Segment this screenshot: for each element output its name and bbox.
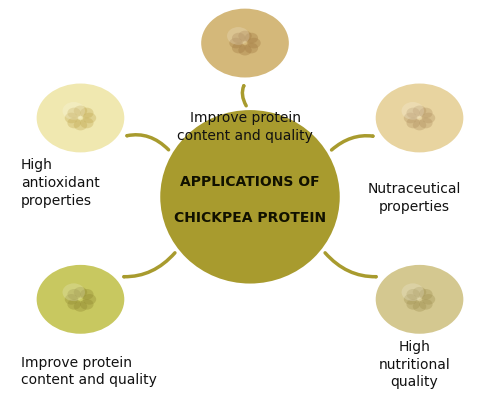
Circle shape bbox=[419, 108, 432, 119]
Circle shape bbox=[200, 8, 290, 79]
Circle shape bbox=[406, 118, 420, 129]
Circle shape bbox=[422, 113, 435, 124]
Circle shape bbox=[80, 108, 94, 119]
Circle shape bbox=[82, 294, 96, 305]
Circle shape bbox=[248, 38, 260, 49]
Text: Nutraceutical
properties: Nutraceutical properties bbox=[368, 182, 461, 213]
Text: High
antioxidant
properties: High antioxidant properties bbox=[20, 158, 100, 208]
Circle shape bbox=[65, 113, 78, 124]
Circle shape bbox=[80, 289, 94, 300]
Circle shape bbox=[68, 299, 81, 310]
Circle shape bbox=[80, 299, 94, 310]
Circle shape bbox=[80, 118, 94, 129]
FancyArrowPatch shape bbox=[124, 253, 175, 277]
Circle shape bbox=[68, 118, 81, 129]
Text: CHICKPEA PROTEIN: CHICKPEA PROTEIN bbox=[174, 210, 326, 224]
Circle shape bbox=[413, 106, 426, 117]
Circle shape bbox=[419, 299, 432, 310]
Text: Improve protein
content and quality: Improve protein content and quality bbox=[20, 354, 156, 387]
Circle shape bbox=[238, 46, 252, 56]
Circle shape bbox=[232, 34, 245, 44]
Circle shape bbox=[244, 34, 258, 44]
FancyArrowPatch shape bbox=[242, 87, 246, 107]
Circle shape bbox=[74, 301, 87, 312]
Text: High
nutritional
quality: High nutritional quality bbox=[378, 339, 450, 389]
Circle shape bbox=[413, 120, 426, 131]
Circle shape bbox=[74, 287, 87, 298]
Circle shape bbox=[68, 289, 81, 300]
Circle shape bbox=[238, 32, 252, 42]
Circle shape bbox=[65, 294, 78, 305]
Circle shape bbox=[230, 38, 243, 49]
FancyArrowPatch shape bbox=[325, 253, 376, 277]
Circle shape bbox=[406, 108, 420, 119]
Circle shape bbox=[374, 83, 464, 154]
Circle shape bbox=[244, 44, 258, 54]
Text: APPLICATIONS OF: APPLICATIONS OF bbox=[180, 174, 320, 188]
Circle shape bbox=[422, 294, 435, 305]
Circle shape bbox=[404, 113, 417, 124]
Circle shape bbox=[68, 108, 81, 119]
Circle shape bbox=[36, 264, 126, 335]
Circle shape bbox=[404, 294, 417, 305]
Circle shape bbox=[227, 28, 250, 46]
Circle shape bbox=[36, 83, 126, 154]
Circle shape bbox=[413, 287, 426, 298]
Ellipse shape bbox=[160, 111, 340, 284]
Circle shape bbox=[406, 289, 420, 300]
Circle shape bbox=[406, 299, 420, 310]
Circle shape bbox=[413, 301, 426, 312]
Circle shape bbox=[419, 289, 432, 300]
Circle shape bbox=[62, 103, 85, 120]
Circle shape bbox=[402, 284, 424, 301]
Circle shape bbox=[82, 113, 96, 124]
Circle shape bbox=[419, 118, 432, 129]
Circle shape bbox=[402, 103, 424, 120]
FancyArrowPatch shape bbox=[127, 136, 168, 150]
Circle shape bbox=[74, 120, 87, 131]
Circle shape bbox=[374, 264, 464, 335]
Circle shape bbox=[74, 106, 87, 117]
FancyArrowPatch shape bbox=[332, 136, 373, 151]
Circle shape bbox=[62, 284, 85, 301]
Text: Improve protein
content and quality: Improve protein content and quality bbox=[177, 111, 313, 143]
Circle shape bbox=[232, 44, 245, 54]
